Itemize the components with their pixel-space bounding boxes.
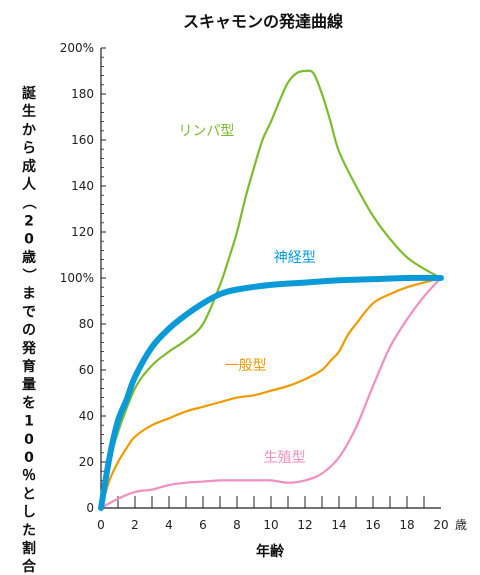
series-line-生殖型 [99,276,443,510]
y-label-char: か [22,122,36,138]
y-label-char: ら [22,141,36,157]
y-label-char: 1 [24,414,34,430]
series-label: 神経型 [274,250,316,266]
x-tick-label: 2 [131,518,139,532]
y-label-char: 0 [24,232,34,248]
x-tick-label: 10 [263,518,278,532]
y-tick-label: 120 [71,225,94,239]
series-label: 生殖型 [264,449,306,466]
y-label-char: ％ [22,468,36,484]
x-tick-label: 12 [297,518,312,532]
y-label-char: 2 [24,213,34,229]
series-label: リンパ型 [178,123,234,139]
series-line-一般型 [99,276,443,510]
y-tick-label: 100% [60,271,94,285]
series-line-神経型 [98,274,444,511]
y-label-char: た [22,523,36,539]
y-label-char: 誕 [22,85,36,102]
x-tick-label: 0 [97,518,105,532]
y-label-char: ） [20,268,36,282]
y-label-char: 発 [21,340,37,357]
y-label-char: 成 [22,158,36,175]
y-label-char: 0 [24,432,34,448]
y-label-char: 生 [22,103,36,120]
y-label-char: を [22,395,36,411]
x-axis-unit: 歳 [455,518,467,532]
y-tick-label: 20 [79,455,94,469]
y-label-char: の [22,323,36,339]
x-tick-label: 18 [399,518,414,532]
y-label-char: 量 [22,377,36,393]
y-tick-label: 140 [71,179,94,193]
series-label: 一般型 [225,358,267,374]
y-tick-label: 160 [71,133,94,147]
x-tick-label: 16 [365,518,380,532]
y-tick-label: 0 [86,501,94,515]
y-label-char: ま [22,286,36,302]
y-label-char: 0 [24,450,34,466]
y-label-char: し [22,505,36,521]
y-label-char: 割 [22,540,36,557]
y-label-char: 合 [22,558,37,575]
x-tick-label: 4 [165,518,173,532]
y-label-char: 歳 [22,249,36,266]
series-line-リンパ型 [99,69,443,510]
x-tick-label: 6 [199,518,207,532]
x-ticks: 0 2 4 6 8 10 12 14 16 18 20 [97,496,449,532]
x-tick-label: 14 [331,518,346,532]
y-label-char: （ [20,195,36,209]
y-label-char: で [22,304,36,320]
x-tick-label: 8 [233,518,241,532]
chart-title: スキャモンの発達曲線 [183,12,343,31]
y-label-char: 育 [22,358,36,375]
series-lines [98,69,444,511]
x-tick-label: 20 [433,518,448,532]
y-tick-label: 60 [79,363,94,377]
y-label-char: と [22,486,36,502]
y-tick-label: 80 [79,317,94,331]
y-tick-label: 180 [71,87,94,101]
x-axis-label: 年齢 [256,543,285,560]
y-label-char: 人 [22,176,37,193]
y-tick-label: 200% [60,41,94,55]
y-tick-label: 40 [79,409,94,423]
y-ticks: 0 20 40 60 80 100% 120 140 160 180 200% [60,41,106,515]
